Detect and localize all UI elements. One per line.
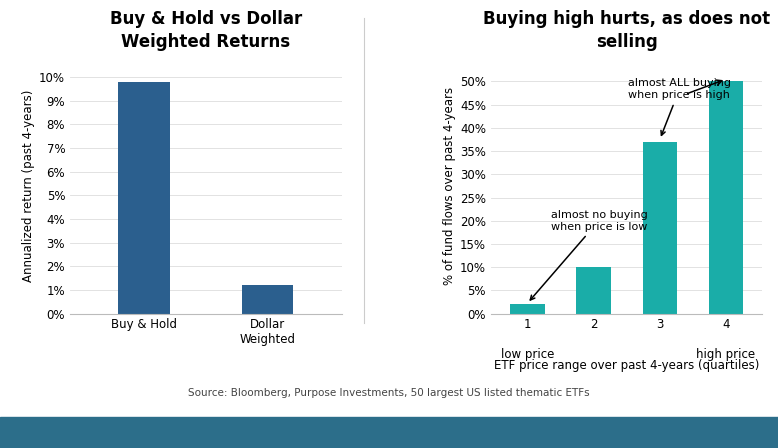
Y-axis label: % of fund flows over past 4-years: % of fund flows over past 4-years xyxy=(443,87,456,285)
Title: Buying high hurts, as does not
selling: Buying high hurts, as does not selling xyxy=(483,9,770,51)
Bar xyxy=(118,82,170,314)
Text: Source: Bloomberg, Purpose Investments, 50 largest US listed thematic ETFs: Source: Bloomberg, Purpose Investments, … xyxy=(188,388,590,397)
Bar xyxy=(510,304,545,314)
Bar xyxy=(242,285,293,314)
Text: high price: high price xyxy=(696,349,755,362)
Bar xyxy=(709,82,743,314)
Bar xyxy=(643,142,677,314)
X-axis label: ETF price range over past 4-years (quartiles): ETF price range over past 4-years (quart… xyxy=(494,359,759,372)
Text: low price: low price xyxy=(500,349,554,362)
Title: Buy & Hold vs Dollar
Weighted Returns: Buy & Hold vs Dollar Weighted Returns xyxy=(110,9,302,51)
Bar xyxy=(576,267,611,314)
Text: almost ALL buying
when price is high: almost ALL buying when price is high xyxy=(628,78,731,135)
Y-axis label: Annualized return (past 4-years): Annualized return (past 4-years) xyxy=(22,90,35,282)
Text: almost no buying
when price is low: almost no buying when price is low xyxy=(531,210,647,300)
